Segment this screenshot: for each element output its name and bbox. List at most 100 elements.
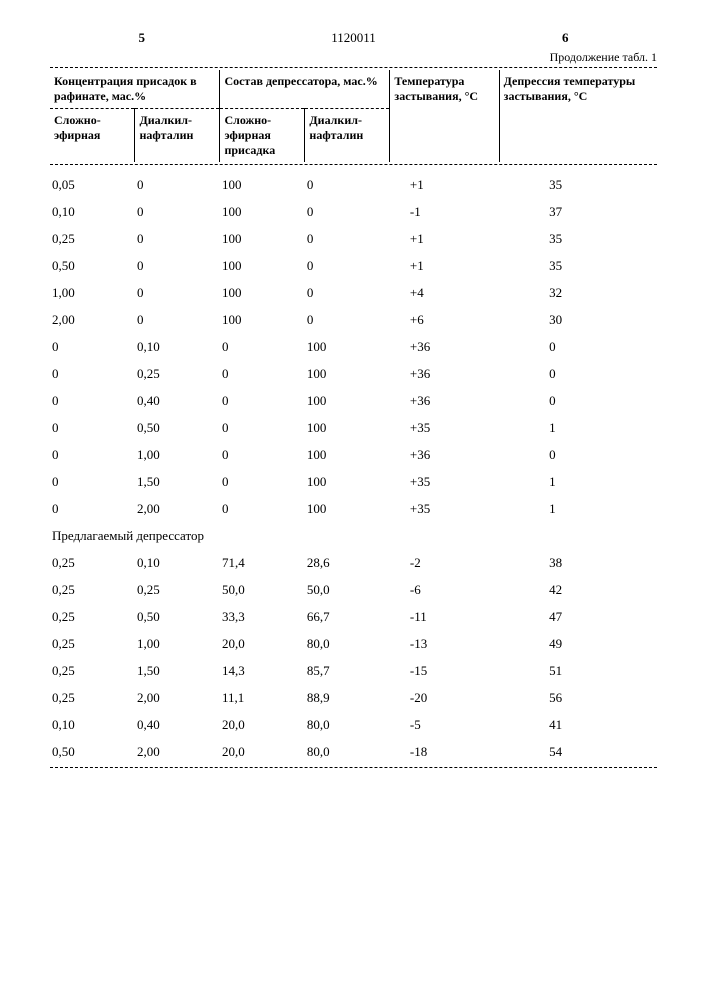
table-cell: 100: [305, 468, 390, 495]
table-cell: +36: [390, 441, 499, 468]
table-cell: 1,00: [135, 630, 220, 657]
table-cell: -13: [390, 630, 499, 657]
table-cell: +1: [390, 252, 499, 279]
page: 5 1120011 6 Продолжение табл. 1 Концентр…: [0, 0, 707, 1000]
table-cell: 50,0: [220, 576, 305, 603]
table-cell: 66,7: [305, 603, 390, 630]
table-cell: 38: [499, 549, 657, 576]
table-row: 02,000100+351: [50, 495, 657, 522]
table-cell: 0: [135, 225, 220, 252]
table-cell: 85,7: [305, 657, 390, 684]
table-cell: 56: [499, 684, 657, 711]
table-row: 0,250,5033,366,7-1147: [50, 603, 657, 630]
table-cell: 0: [220, 441, 305, 468]
table-row: 0,251,0020,080,0-1349: [50, 630, 657, 657]
table-cell: 0,25: [135, 576, 220, 603]
table-cell: 0: [220, 333, 305, 360]
table-cell: 0: [50, 387, 135, 414]
table-cell: +35: [390, 495, 499, 522]
table-cell: +6: [390, 306, 499, 333]
hdr-group2: Состав депрессатора, мас.%: [220, 70, 390, 109]
table-cell: 2,00: [50, 306, 135, 333]
table-cell: 0: [220, 495, 305, 522]
continuation-label: Продолжение табл. 1: [50, 50, 657, 65]
table-cell: 0,10: [135, 549, 220, 576]
table-cell: 0,25: [50, 576, 135, 603]
table-cell: -11: [390, 603, 499, 630]
table-cell: 80,0: [305, 711, 390, 738]
table-cell: 100: [305, 360, 390, 387]
table-cell: +4: [390, 279, 499, 306]
table-cell: +1: [390, 225, 499, 252]
table-cell: 11,1: [220, 684, 305, 711]
page-num-right: 6: [562, 30, 569, 46]
table-cell: 28,6: [305, 549, 390, 576]
table-cell: +1: [390, 171, 499, 198]
table-cell: 88,9: [305, 684, 390, 711]
table-cell: 0: [220, 468, 305, 495]
table-cell: 50,0: [305, 576, 390, 603]
table-cell: 100: [305, 414, 390, 441]
table-cell: 0: [220, 387, 305, 414]
table-cell: 0: [50, 495, 135, 522]
table-cell: 100: [305, 333, 390, 360]
table-cell: 0,40: [135, 387, 220, 414]
hdr-sub3: Сложно-эфирная присадка: [220, 109, 305, 163]
table-cell: 0: [135, 171, 220, 198]
table-cell: 1,00: [50, 279, 135, 306]
table-cell: 0: [305, 252, 390, 279]
table-row: 2,0001000+630: [50, 306, 657, 333]
table-cell: -6: [390, 576, 499, 603]
table-cell: 0: [305, 171, 390, 198]
table-cell: 41: [499, 711, 657, 738]
table-row: 01,000100+360: [50, 441, 657, 468]
table-cell: -20: [390, 684, 499, 711]
table-cell: 0,25: [50, 225, 135, 252]
table-cell: 0: [499, 333, 657, 360]
table-cell: 0: [220, 414, 305, 441]
table-cell: 0: [305, 306, 390, 333]
table-cell: 0: [305, 198, 390, 225]
table-row: 00,100100+360: [50, 333, 657, 360]
table-row: 0,250,2550,050,0-642: [50, 576, 657, 603]
hdr-sub1: Сложно-эфирная: [50, 109, 135, 163]
table-cell: 32: [499, 279, 657, 306]
table-cell: 100: [305, 495, 390, 522]
table-cell: 0: [50, 360, 135, 387]
table-cell: 0: [305, 225, 390, 252]
table-row: 0,2501000+135: [50, 225, 657, 252]
table-cell: 0: [499, 360, 657, 387]
table-cell: 0,25: [50, 630, 135, 657]
table-cell: 1: [499, 414, 657, 441]
table-cell: +36: [390, 360, 499, 387]
table-cell: 0,40: [135, 711, 220, 738]
table-cell: +35: [390, 468, 499, 495]
table-cell: 0,25: [50, 549, 135, 576]
document-number: 1120011: [331, 30, 376, 46]
table-row: 0,5001000+135: [50, 252, 657, 279]
hdr-col6: Депрессия температуры застывания, °C: [499, 70, 657, 162]
table-row: 0,252,0011,188,9-2056: [50, 684, 657, 711]
table-cell: 0,25: [50, 684, 135, 711]
hdr-sub4: Диалкил-нафталин: [305, 109, 390, 163]
table-cell: 35: [499, 171, 657, 198]
table-cell: -15: [390, 657, 499, 684]
table-cell: -18: [390, 738, 499, 765]
table-cell: 2,00: [135, 495, 220, 522]
table-row: 0,0501000+135: [50, 171, 657, 198]
table-cell: 80,0: [305, 738, 390, 765]
table-row: 00,400100+360: [50, 387, 657, 414]
table-cell: 35: [499, 252, 657, 279]
table-row: 0,1001000-137: [50, 198, 657, 225]
table-cell: 100: [220, 252, 305, 279]
table-cell: 0: [220, 360, 305, 387]
table-cell: 0,25: [135, 360, 220, 387]
section-row: Предлагаемый депрессатор: [50, 522, 657, 549]
table-row: 00,500100+351: [50, 414, 657, 441]
table-cell: 0,50: [50, 738, 135, 765]
table-cell: +35: [390, 414, 499, 441]
table-row: 0,100,4020,080,0-541: [50, 711, 657, 738]
table-cell: 0,10: [50, 198, 135, 225]
table-cell: 0: [135, 306, 220, 333]
table-cell: 100: [305, 387, 390, 414]
